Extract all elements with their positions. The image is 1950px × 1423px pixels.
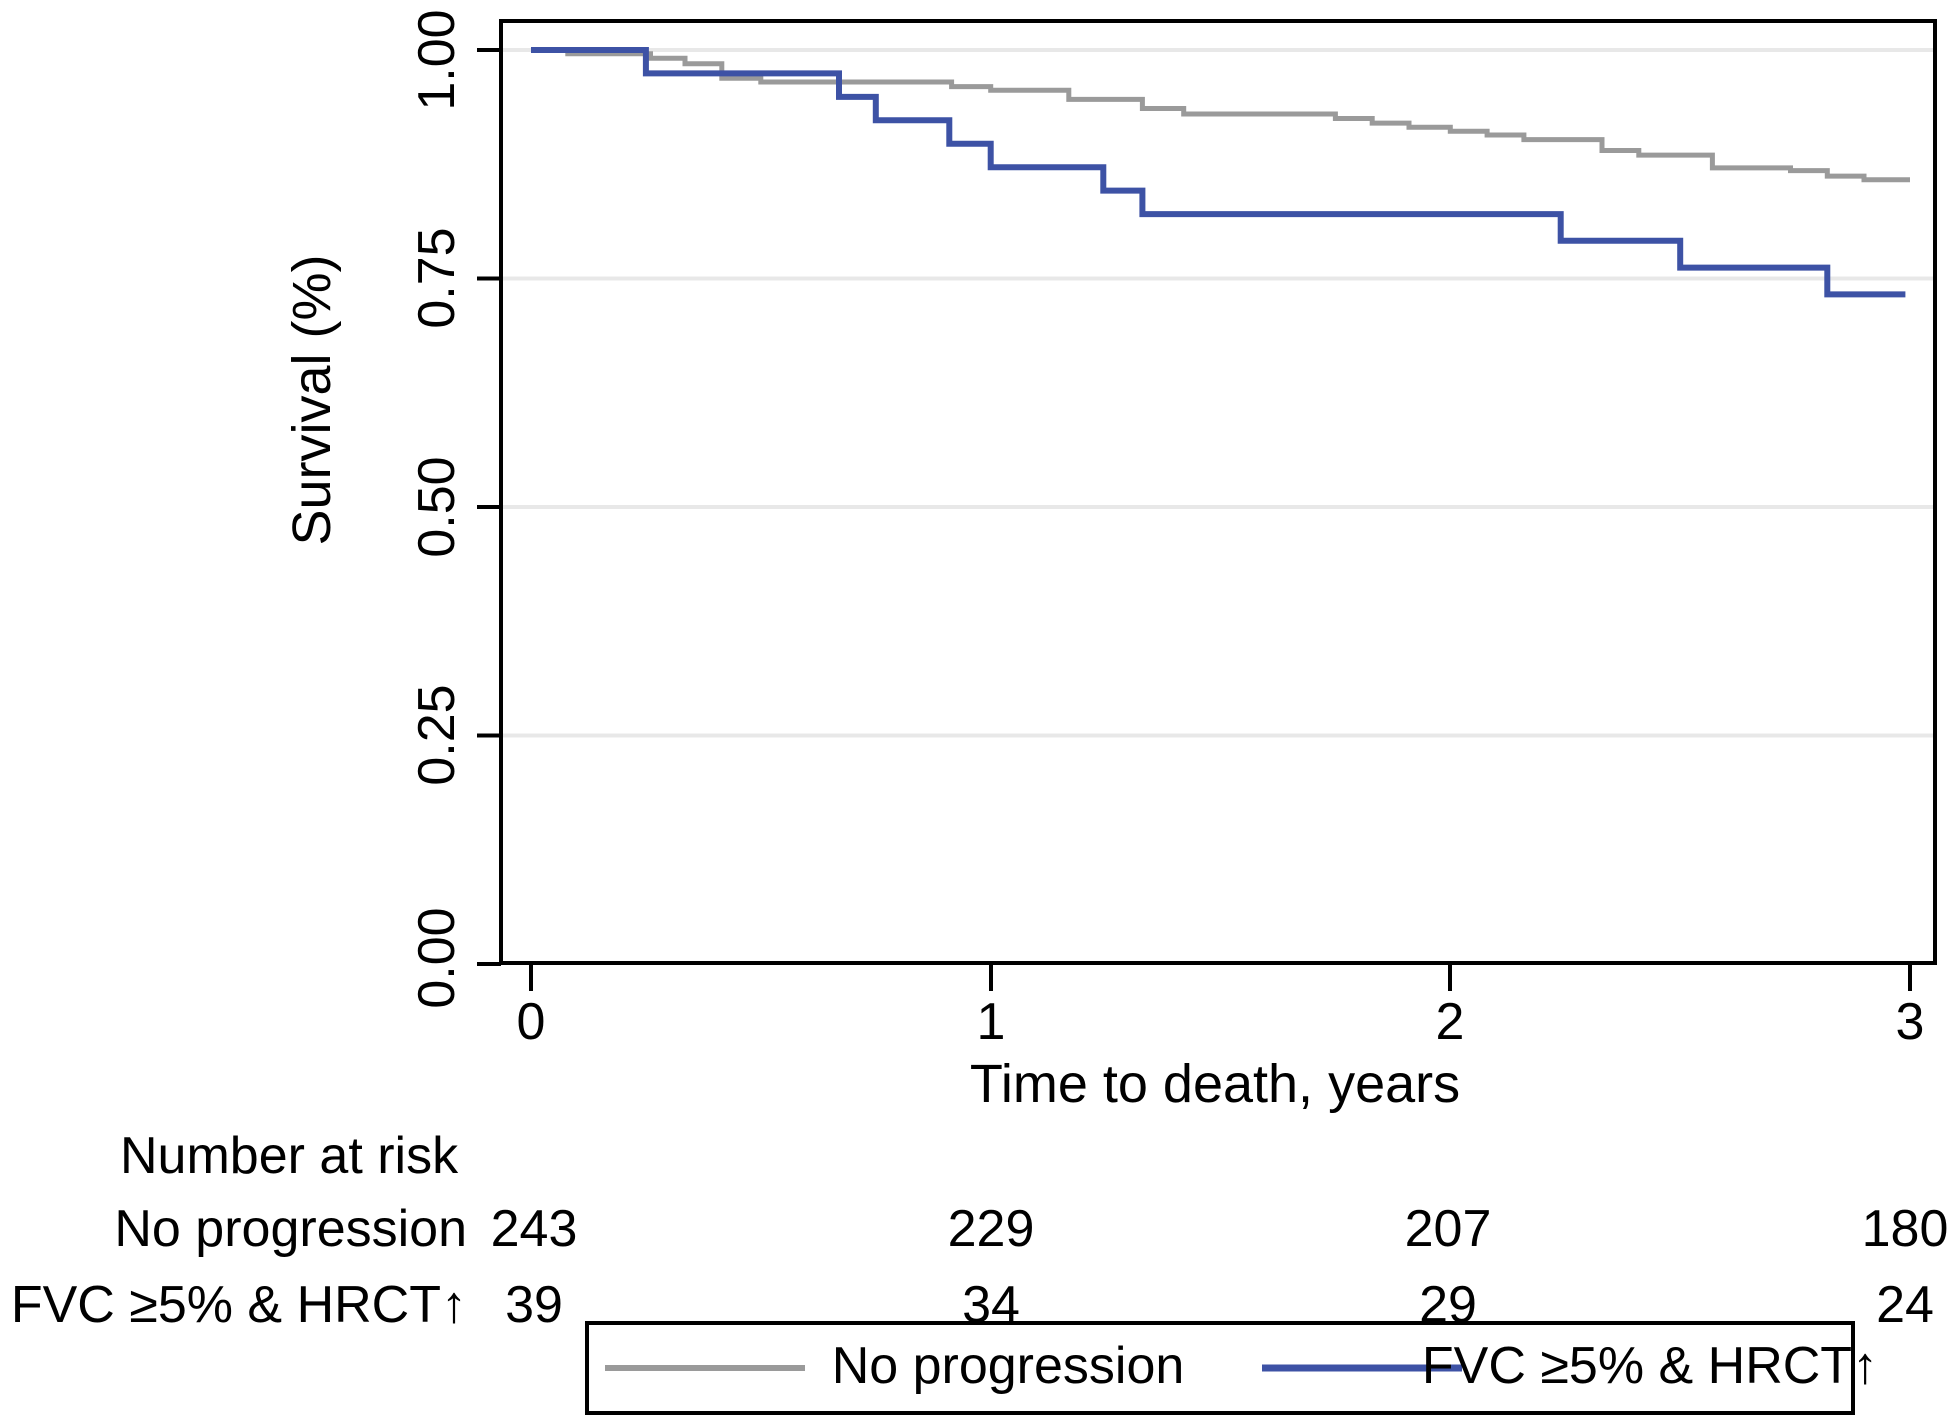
- risk-value: 180: [1861, 1200, 1949, 1258]
- km-curve-no-progression: [531, 47, 1910, 183]
- y-tick-label-1.00: 1.00: [408, 9, 466, 111]
- y-tick-label-0.00: 0.00: [408, 907, 466, 1009]
- y-axis-title: Survival (%): [282, 254, 342, 546]
- x-tick-label-0: 0: [516, 993, 546, 1051]
- risk-row-label-fvc-hrct: FVC ≥5% & HRCT↑: [10, 1276, 467, 1334]
- km-curves: [531, 47, 1910, 298]
- legend-line-no-progression: [605, 1365, 805, 1371]
- risk-value: 24: [1876, 1276, 1934, 1334]
- gridlines: [503, 48, 1933, 738]
- risk-row-label-no-progression: No progression: [114, 1200, 467, 1258]
- risk-table-header: Number at risk: [120, 1127, 459, 1185]
- y-axis-ticks: [477, 48, 501, 966]
- x-axis-title: Time to death, years: [969, 1054, 1461, 1114]
- risk-value: 229: [947, 1200, 1035, 1258]
- x-tick-label-1: 1: [976, 993, 1006, 1051]
- legend-label-fvc-hrct: FVC ≥5% & HRCT↑: [1421, 1337, 1879, 1395]
- risk-value: 243: [490, 1200, 578, 1258]
- y-tick-label-0.50: 0.50: [408, 456, 466, 558]
- risk-value: 39: [505, 1276, 563, 1334]
- legend-label-no-progression: No progression: [831, 1337, 1185, 1395]
- x-axis-ticks: [529, 963, 1912, 991]
- y-tick-label-0.75: 0.75: [408, 227, 466, 329]
- y-tick-label-0.25: 0.25: [408, 684, 466, 786]
- x-tick-label-3: 3: [1895, 993, 1925, 1051]
- km-curve-fvc-5-hrct-: [531, 47, 1906, 298]
- plot-frame: [499, 19, 1937, 965]
- legend-line-fvc-hrct: [1262, 1364, 1462, 1372]
- risk-value: 207: [1404, 1200, 1492, 1258]
- x-tick-label-2: 2: [1435, 993, 1465, 1051]
